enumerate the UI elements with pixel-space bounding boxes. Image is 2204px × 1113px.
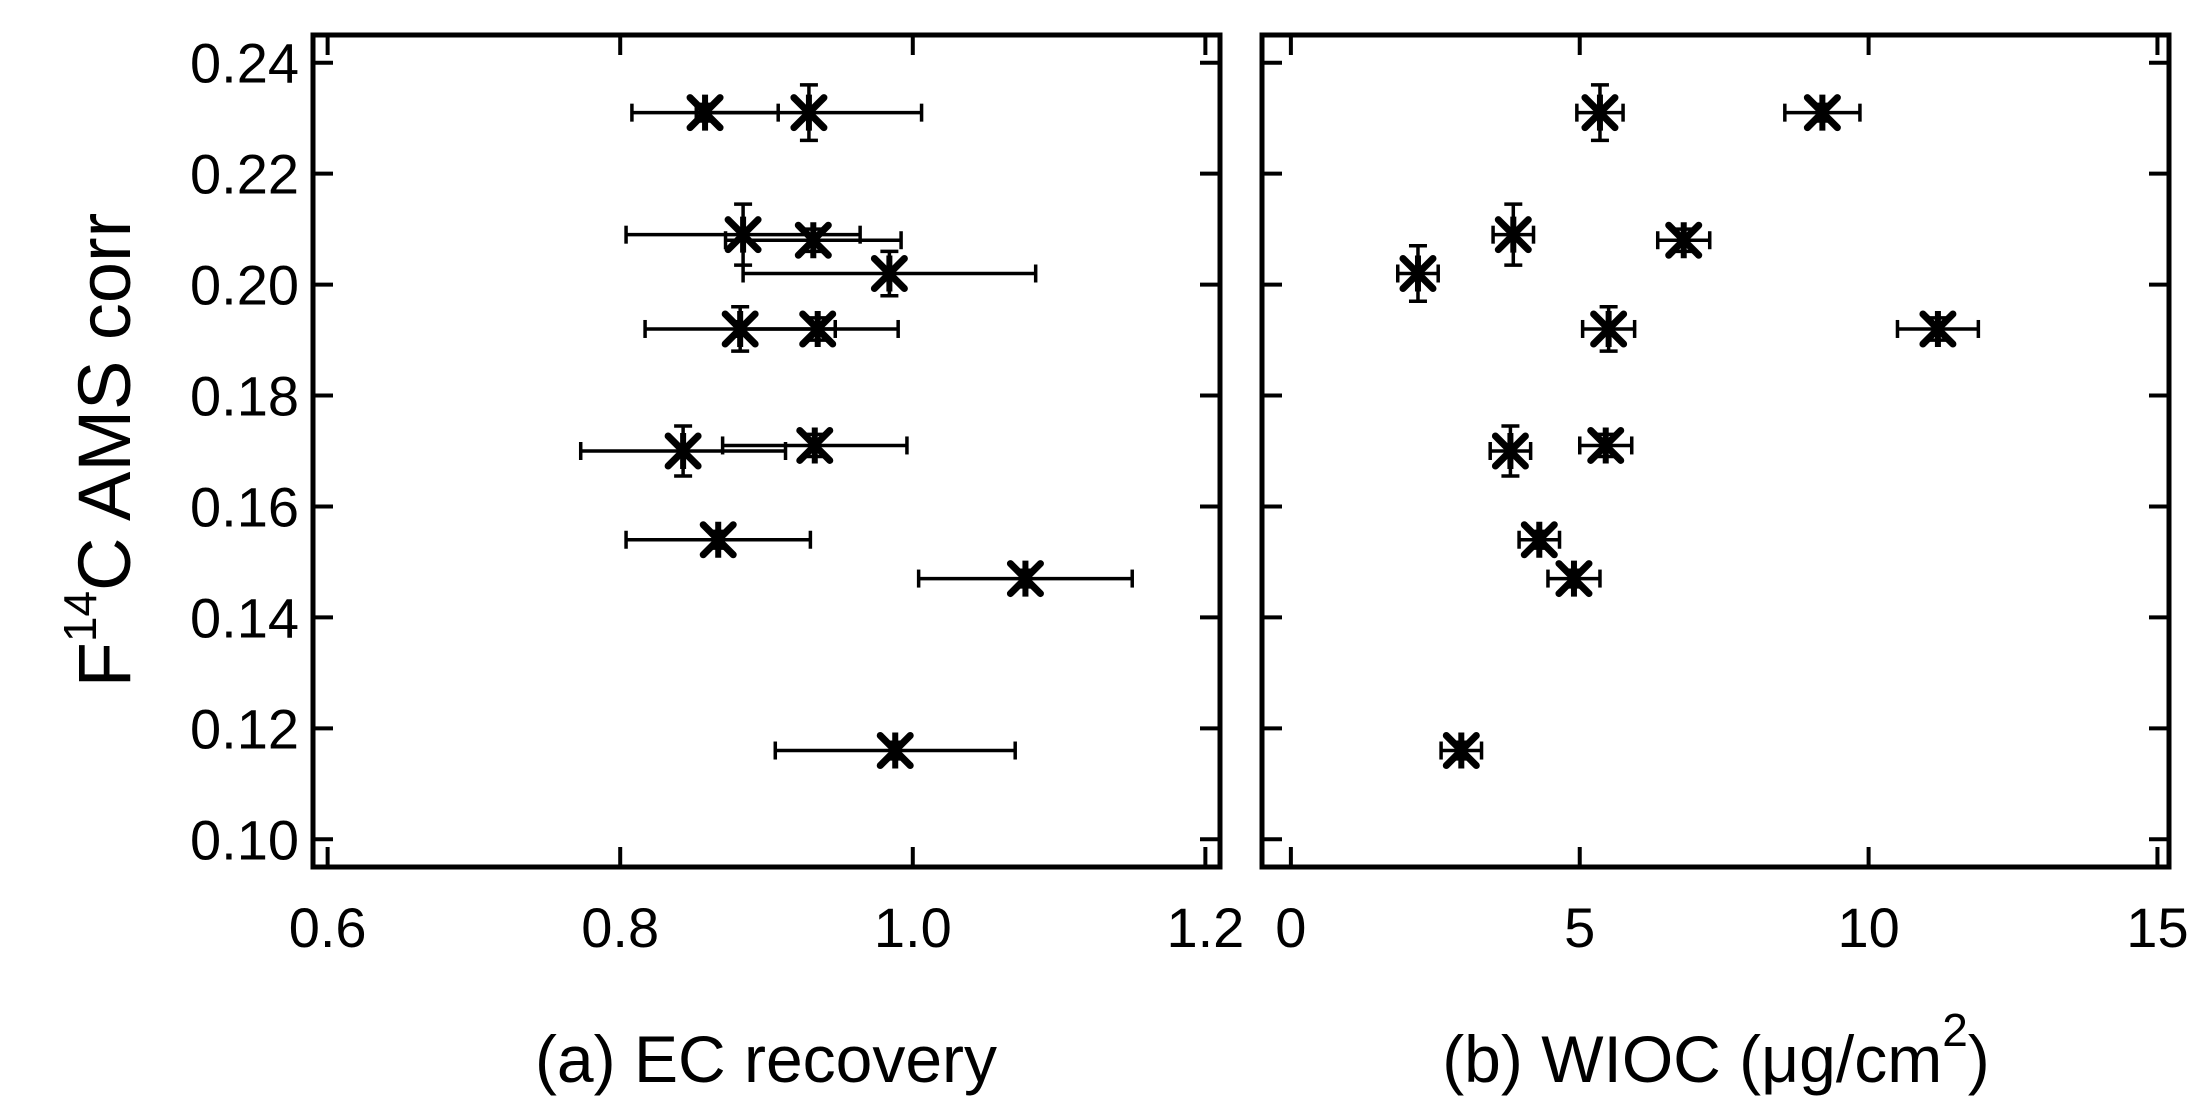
data-point: [1783, 94, 1862, 132]
panel-b-ticks: [1262, 35, 2169, 867]
y-tick-label: 0.16: [190, 475, 299, 538]
data-point: [741, 249, 1038, 298]
data-point: [1577, 426, 1634, 464]
data-point: [1396, 244, 1440, 303]
y-tick-label: 0.20: [190, 254, 299, 317]
data-point: [1517, 521, 1562, 559]
data-point: [1580, 305, 1637, 353]
panel-b-xlabel-sup: 2: [1942, 1004, 1968, 1056]
y-tick-label: 0.10: [190, 808, 299, 871]
data-point: [720, 426, 909, 464]
svg-text:F14C AMS corr: F14C AMS corr: [54, 213, 146, 688]
data-point: [723, 221, 903, 259]
x-tick-label: 1.2: [1166, 896, 1244, 959]
y-axis-title: F14C AMS corr: [54, 213, 146, 688]
data-point: [1491, 202, 1536, 267]
data-point: [624, 521, 813, 559]
x-tick-label: 10: [1837, 896, 1899, 959]
data-point: [735, 310, 900, 348]
data-point: [1895, 310, 1981, 348]
x-tick-label: 0: [1275, 896, 1306, 959]
panel-b-xlabel-main: (b) WIOC (μg/cm: [1442, 1022, 1942, 1096]
y-tick-label: 0.14: [190, 586, 299, 649]
ylabel-superscript: 14: [54, 591, 106, 642]
data-point: [916, 560, 1134, 598]
data-point: [1575, 83, 1625, 143]
data-point: [1655, 221, 1712, 259]
data-point: [773, 732, 1017, 770]
x-tick-label: 5: [1564, 896, 1595, 959]
panel-b-xlabel: (b) WIOC (μg/cm2): [1442, 1004, 1990, 1096]
panel-a-tick-labels: 0.6 0.8 1.0 1.2 0.10 0.12 0.14 0.16 0.18 0.20 0.22…: [190, 32, 1244, 959]
x-tick-label: 1.0: [874, 896, 952, 959]
data-point: [1546, 560, 1602, 598]
x-tick-label: 0.8: [581, 896, 659, 959]
ylabel-prefix: F: [63, 642, 146, 687]
data-point: [1488, 424, 1533, 478]
y-tick-label: 0.24: [190, 32, 299, 95]
panel-a-frame: [310, 32, 1223, 870]
panel-b-frame: [1259, 32, 2172, 870]
panel-a: 0.6 0.8 1.0 1.2 0.10 0.12 0.14 0.16 0.18 0.20 0.22…: [190, 32, 1244, 1096]
y-tick-label: 0.22: [190, 143, 299, 206]
data-point: [578, 424, 788, 478]
x-tick-label: 0.6: [289, 896, 367, 959]
panel-a-xlabel: (a) EC recovery: [535, 1022, 997, 1096]
panel-b-xlabel-close: ): [1968, 1022, 1990, 1096]
panel-b-tick-labels: 0 5 10 15: [1275, 896, 2188, 959]
panel-a-points: [578, 83, 1134, 770]
x-tick-label: 15: [2126, 896, 2188, 959]
data-point: [624, 202, 862, 267]
panel-b: 0 5 10 15 (b) WIOC (μg/cm2): [1259, 32, 2189, 1096]
y-tick-label: 0.12: [190, 697, 299, 760]
panel-b-points: [1396, 83, 1981, 770]
data-point: [1439, 732, 1484, 770]
panel-a-ticks: [313, 35, 1220, 867]
y-tick-label: 0.18: [190, 365, 299, 428]
data-point: [694, 83, 924, 143]
ylabel-suffix: C AMS corr: [63, 213, 146, 591]
